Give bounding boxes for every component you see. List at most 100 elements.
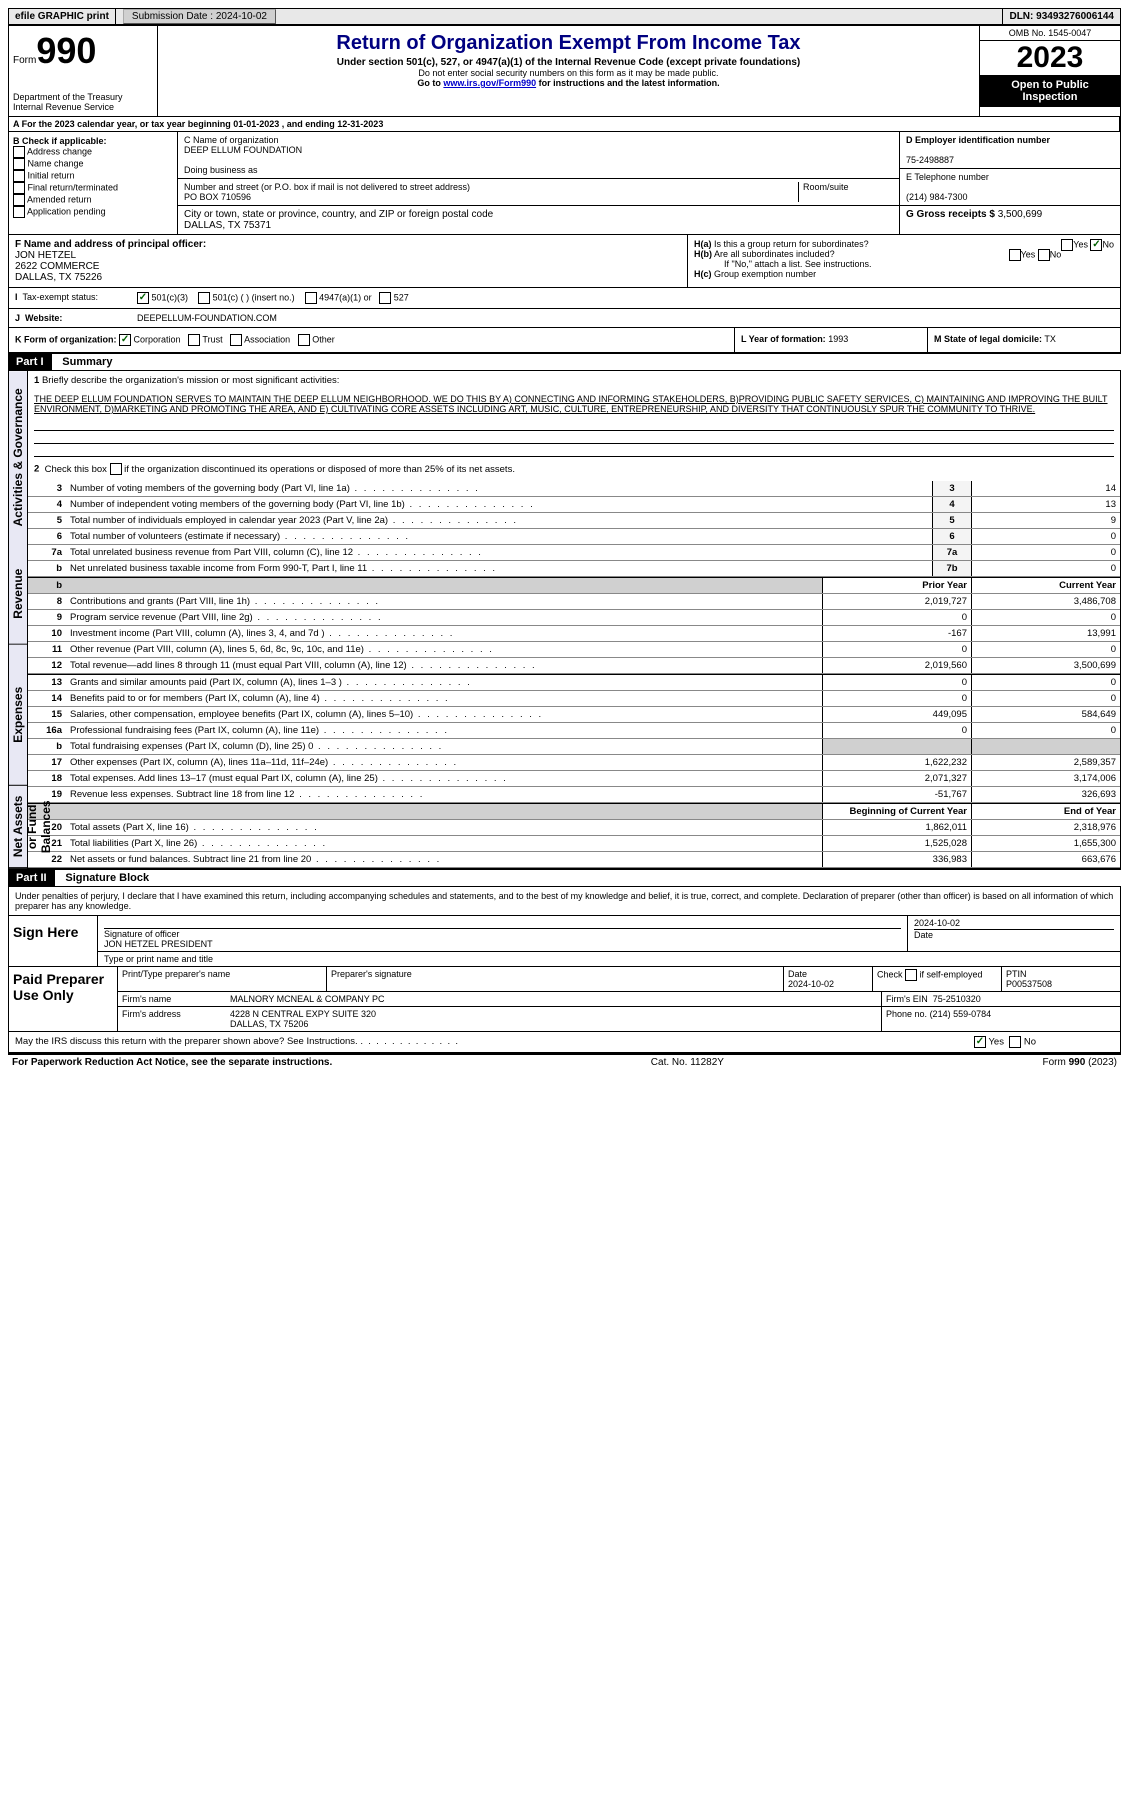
prep-sig-label: Preparer's signature — [327, 967, 784, 991]
opt-address-change: Address change — [27, 146, 92, 156]
officer-signed-name: JON HETZEL PRESIDENT — [104, 939, 213, 949]
table-row: 18Total expenses. Add lines 13–17 (must … — [28, 771, 1120, 787]
chk-4947[interactable] — [305, 292, 317, 304]
chk-ha-yes[interactable] — [1061, 239, 1073, 251]
year-formation-label: L Year of formation: — [741, 334, 826, 344]
prep-phone-value: (214) 559-0784 — [930, 1009, 992, 1019]
form-number: 990 — [36, 30, 96, 71]
table-row: 11Other revenue (Part VIII, column (A), … — [28, 642, 1120, 658]
form-prefix: Form — [13, 55, 36, 66]
state-domicile-label: M State of legal domicile: — [934, 334, 1042, 344]
chk-trust[interactable] — [188, 334, 200, 346]
table-row: 19Revenue less expenses. Subtract line 1… — [28, 787, 1120, 803]
org-name: DEEP ELLUM FOUNDATION — [184, 145, 302, 155]
box-deg: D Employer identification number 75-2498… — [899, 132, 1120, 234]
netassets-table: Beginning of Current Year End of Year 20… — [28, 803, 1120, 868]
blank-line-3 — [34, 444, 1114, 457]
chk-discontinued[interactable] — [110, 463, 122, 475]
self-emp-cell: Check if self-employed — [873, 967, 1002, 991]
form-title: Return of Organization Exempt From Incom… — [162, 32, 975, 55]
chk-ha-no[interactable] — [1090, 239, 1102, 251]
section-fh: F Name and address of principal officer:… — [9, 235, 1120, 288]
ssn-note: Do not enter social security numbers on … — [162, 68, 975, 78]
efile-label: efile GRAPHIC print — [15, 11, 109, 22]
opt-501c3: 501(c)(3) — [152, 292, 189, 302]
year-formation-value: 1993 — [828, 334, 848, 344]
submission-date-button[interactable]: Submission Date : 2024-10-02 — [123, 9, 276, 24]
phone-value: (214) 984-7300 — [906, 192, 968, 202]
irs-link[interactable]: www.irs.gov/Form990 — [443, 78, 536, 88]
ptin-value: P00537508 — [1006, 979, 1052, 989]
box-b-label: B Check if applicable: — [13, 136, 107, 146]
table-row: 21Total liabilities (Part X, line 26)1,5… — [28, 836, 1120, 852]
sig-date: 2024-10-02 — [914, 918, 960, 928]
chk-other[interactable] — [298, 334, 310, 346]
opt-other: Other — [312, 334, 335, 344]
opt-name-change: Name change — [28, 158, 84, 168]
officer-label: F Name and address of principal officer: — [15, 239, 206, 250]
officer-addr2: DALLAS, TX 75226 — [15, 272, 102, 283]
vlabel-governance: Activities & Governance — [9, 371, 27, 543]
goto-note: Go to www.irs.gov/Form990 for instructio… — [417, 78, 719, 88]
chk-address-change[interactable] — [13, 146, 25, 158]
chk-527[interactable] — [379, 292, 391, 304]
chk-app-pending[interactable] — [13, 206, 25, 218]
form-container: Form990 Department of the Treasury Inter… — [8, 25, 1121, 353]
declaration-text: Under penalties of perjury, I declare th… — [9, 887, 1120, 915]
part1-body: Activities & Governance Revenue Expenses… — [8, 371, 1121, 869]
efile-top-bar: efile GRAPHIC print Submission Date : 20… — [8, 8, 1121, 25]
sig-date-label: Date — [914, 930, 933, 940]
chk-self-emp[interactable] — [905, 969, 917, 981]
part1-title: Summary — [54, 354, 120, 370]
omb-number: OMB No. 1545-0047 — [980, 26, 1120, 41]
part1-header-row: Part I Summary — [8, 353, 1121, 371]
expenses-table: 13Grants and similar amounts paid (Part … — [28, 674, 1120, 803]
chk-initial-return[interactable] — [13, 170, 25, 182]
chk-501c[interactable] — [198, 292, 210, 304]
prep-date-label: Date — [788, 969, 807, 979]
chk-corp[interactable] — [119, 334, 131, 346]
table-row: bTotal fundraising expenses (Part IX, co… — [28, 739, 1120, 755]
table-row: 8Contributions and grants (Part VIII, li… — [28, 594, 1120, 610]
city-label: City or town, state or province, country… — [184, 209, 493, 220]
opt-amended-return: Amended return — [27, 194, 92, 204]
table-row: 9Program service revenue (Part VIII, lin… — [28, 610, 1120, 626]
state-domicile-value: TX — [1044, 334, 1056, 344]
chk-final-return[interactable] — [13, 182, 25, 194]
table-row: 15Salaries, other compensation, employee… — [28, 707, 1120, 723]
footer-cat: Cat. No. 11282Y — [651, 1057, 724, 1068]
opt-trust: Trust — [202, 334, 222, 344]
street-label: Number and street (or P.O. box if mail i… — [184, 182, 470, 192]
ein-value: 75-2498887 — [906, 155, 954, 165]
chk-hb-no[interactable] — [1038, 249, 1050, 261]
section-bcdefg: B Check if applicable: Address change Na… — [9, 132, 1120, 235]
part2-title: Signature Block — [57, 870, 157, 886]
part2-header-row: Part II Signature Block — [8, 869, 1121, 887]
dba-label: Doing business as — [184, 165, 258, 175]
firm-addr-label: Firm's address — [118, 1007, 226, 1031]
col-prior: Prior Year — [823, 578, 972, 594]
chk-amended-return[interactable] — [13, 194, 25, 206]
chk-assoc[interactable] — [230, 334, 242, 346]
table-row: 17Other expenses (Part IX, column (A), l… — [28, 755, 1120, 771]
open-inspection: Open to Public Inspection — [980, 75, 1120, 107]
table-row: 13Grants and similar amounts paid (Part … — [28, 675, 1120, 691]
chk-501c3[interactable] — [137, 292, 149, 304]
revenue-table: b Prior Year Current Year 8Contributions… — [28, 577, 1120, 674]
opt-corp: Corporation — [134, 334, 181, 344]
h-c-text: Group exemption number — [714, 269, 816, 279]
chk-discuss-yes[interactable] — [974, 1036, 986, 1048]
gross-receipts-value: 3,500,699 — [998, 209, 1043, 220]
table-row: 22Net assets or fund balances. Subtract … — [28, 852, 1120, 868]
form-org-label: K Form of organization: — [15, 334, 117, 344]
chk-name-change[interactable] — [13, 158, 25, 170]
table-row: 20Total assets (Part X, line 16)1,862,01… — [28, 820, 1120, 836]
chk-discuss-no[interactable] — [1009, 1036, 1021, 1048]
q1-text: Briefly describe the organization's miss… — [42, 375, 340, 386]
table-row: 5Total number of individuals employed in… — [28, 513, 1120, 529]
room-label: Room/suite — [798, 182, 893, 202]
prep-phone-label: Phone no. — [886, 1009, 927, 1019]
chk-hb-yes[interactable] — [1009, 249, 1021, 261]
col-end: End of Year — [972, 804, 1121, 820]
table-row: 4Number of independent voting members of… — [28, 497, 1120, 513]
